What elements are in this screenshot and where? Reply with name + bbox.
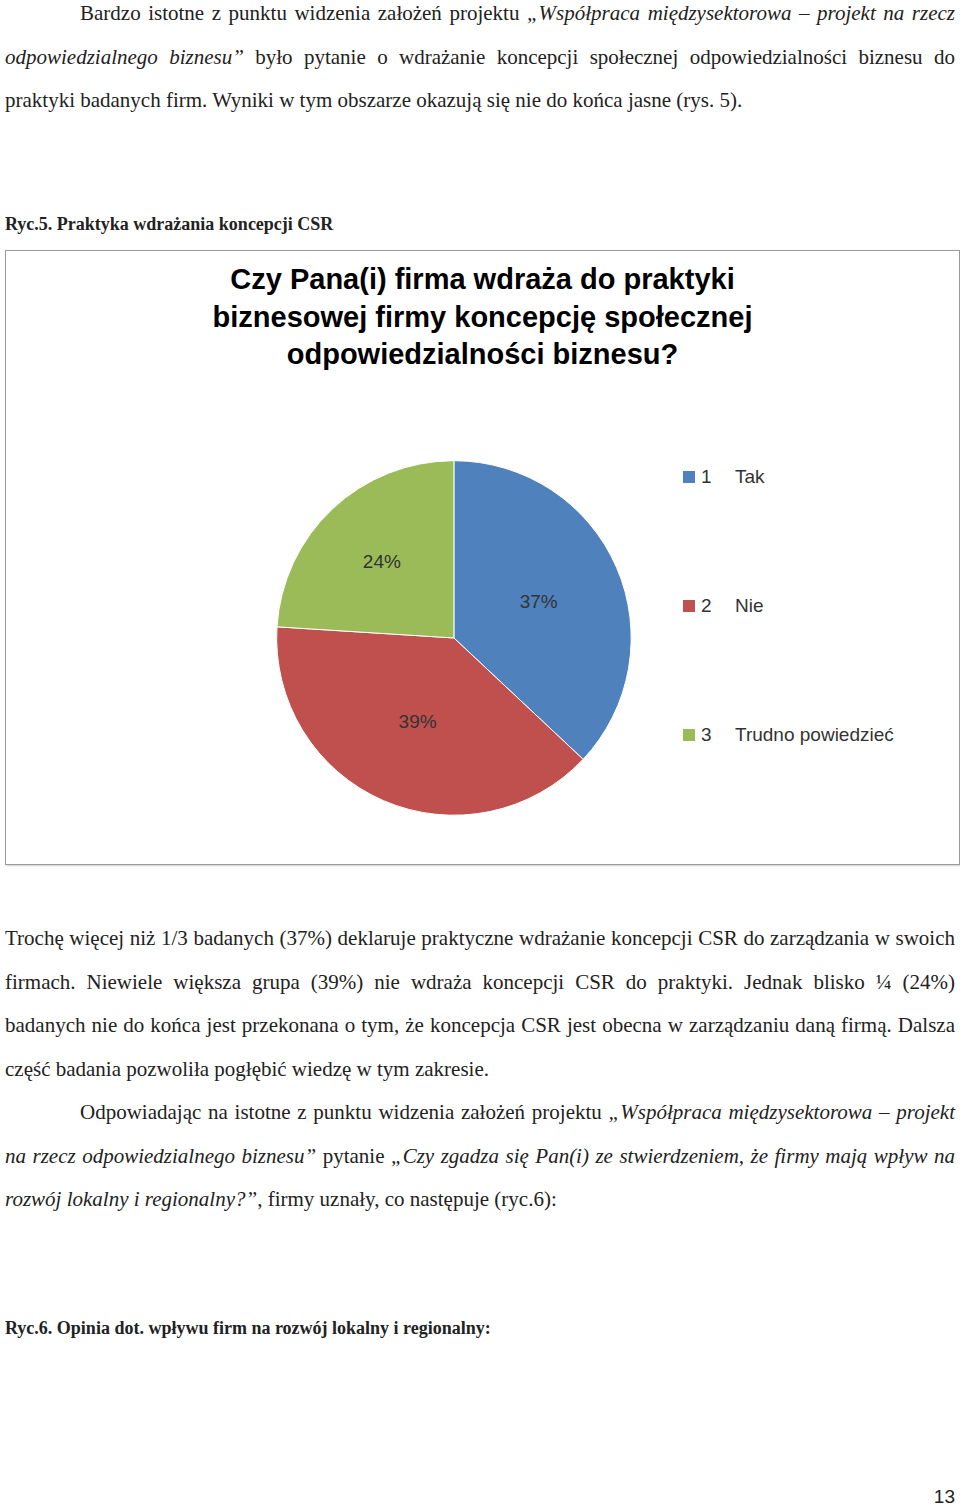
html-text:Ryc.6. Opinia dot. wpływu firm: Ryc.6. Opinia dot. wpływu firm na rozwój…: [5, 1318, 491, 1338]
svg-text:Czy Pana(i) firma wdraża do pr: Czy Pana(i) firma wdraża do praktykibizn…: [213, 263, 753, 370]
html-text:1: 1: [701, 466, 712, 487]
html-text:3: 3: [701, 724, 712, 745]
html-text:2: 2: [701, 595, 712, 616]
html-text:Odpowiadając na istotne z punk: Odpowiadając na istotne z punktu widzeni…: [5, 1100, 955, 1211]
html-text:13: 13: [933, 1486, 955, 1507]
html-text:Trudno powiedzieć: Trudno powiedzieć: [735, 724, 894, 745]
html-text:Ryc.5. Praktyka wdrażania konc: Ryc.5. Praktyka wdrażania koncepcji CSR: [5, 214, 334, 234]
svg-text:24%: 24%: [363, 551, 401, 572]
html-text:Trochę więcej niż 1/3 badanych: Trochę więcej niż 1/3 badanych (37%) dek…: [5, 926, 955, 1081]
html-text:Tak: Tak: [735, 466, 765, 487]
html-text:Nie: Nie: [735, 595, 764, 616]
html-text:Bardzo istotne z punktu widzen: Bardzo istotne z punktu widzenia założeń…: [5, 1, 955, 112]
svg-text:39%: 39%: [399, 711, 437, 732]
svg-text:37%: 37%: [520, 591, 558, 612]
